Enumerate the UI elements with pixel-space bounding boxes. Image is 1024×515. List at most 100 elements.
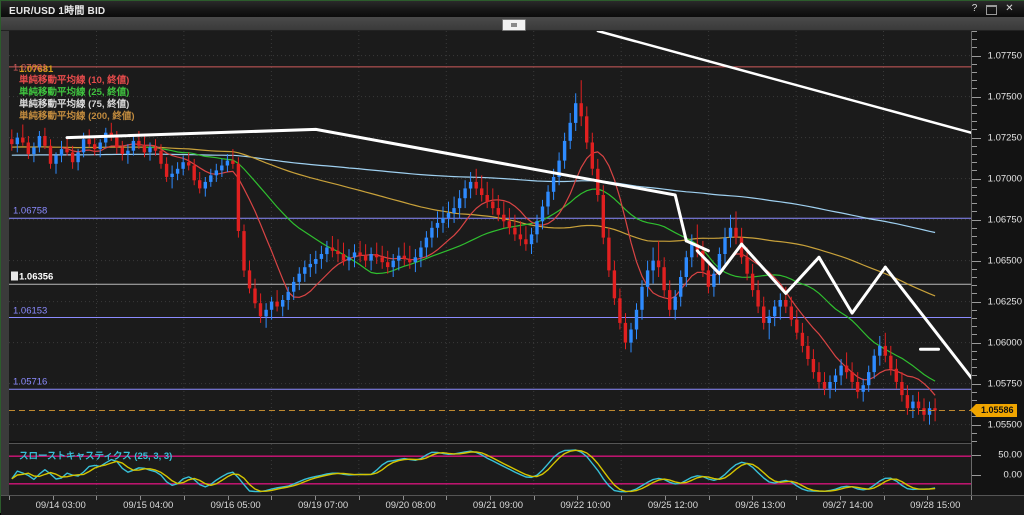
time-axis-tick	[708, 496, 710, 500]
price-axis-minor-tick	[972, 318, 977, 319]
price-axis-minor-tick	[972, 326, 977, 328]
price-axis-minor-tick	[972, 285, 977, 287]
time-axis-tick	[140, 496, 142, 500]
time-axis-tick	[446, 496, 448, 500]
time-axis-label: 09/22 10:00	[560, 500, 611, 511]
time-axis-label: 09/14 03:00	[35, 500, 86, 511]
price-axis-minor-tick	[972, 219, 977, 221]
time-axis-label: 09/21 09:00	[472, 500, 524, 511]
stochastic-axis-tick	[972, 455, 981, 456]
window-title: EUR/USD 1時間 BID	[9, 6, 106, 17]
time-axis-label: 09/16 05:00	[210, 500, 261, 511]
title-bar: EUR/USD 1時間 BID ? ✕	[1, 1, 1024, 17]
price-axis[interactable]: 1.07750 1.07500 1.07250 1.07000 1.06750 1.065…	[970, 31, 1024, 495]
time-axis-label: 09/19 07:00	[297, 500, 349, 511]
restore-glyph	[986, 5, 997, 15]
price-axis-minor-tick	[972, 424, 977, 426]
price-axis-minor-tick	[972, 383, 977, 385]
price-axis-minor-tick	[972, 375, 977, 377]
price-axis-minor-tick	[972, 309, 977, 311]
time-axis-tick	[183, 496, 185, 500]
price-axis-label: 1.06750	[987, 214, 1022, 226]
indicator-legend: 単純移動平均線 (10, 終値) 単純移動平均線 (25, 終値) 単純移動平均…	[19, 75, 135, 123]
time-axis-tick	[883, 496, 885, 500]
price-axis-minor-tick	[972, 178, 977, 180]
price-axis-minor-tick	[972, 416, 977, 418]
time-axis-tick	[490, 496, 491, 500]
horizontal-price-lines	[9, 66, 971, 390]
price-axis-minor-tick	[972, 63, 977, 65]
price-axis-minor-tick	[972, 441, 977, 442]
time-axis-tick	[358, 496, 360, 500]
cursor-price-label: 1.06356	[11, 271, 53, 283]
help-icon[interactable]: ?	[971, 3, 978, 14]
time-axis-label: 09/27 14:00	[822, 500, 873, 511]
trendline-annotations	[65, 31, 971, 380]
price-axis-label: 1.06250	[987, 296, 1022, 308]
price-axis-minor-tick	[972, 88, 977, 90]
time-axis-label: 09/20 08:00	[385, 500, 436, 511]
pane-drag-handle[interactable]	[502, 19, 526, 31]
price-axis-minor-tick	[972, 137, 977, 139]
time-axis-tick	[52, 496, 54, 500]
price-axis-minor-tick	[972, 145, 977, 147]
price-chart-pane[interactable]: 単純移動平均線 (10, 終値) 単純移動平均線 (25, 終値) 単純移動平均…	[9, 31, 971, 441]
legend-item-sma25: 単純移動平均線 (25, 終値)	[19, 87, 130, 98]
stochastic-axis-label: 0.00	[1003, 469, 1023, 481]
price-axis-minor-tick	[972, 342, 977, 344]
high-price-label: 1.07681	[19, 64, 54, 75]
price-axis-minor-tick	[972, 350, 977, 352]
time-axis-tick	[621, 496, 623, 500]
price-axis-minor-tick	[972, 170, 977, 172]
price-level-label-4: 1.05716	[13, 376, 48, 388]
time-axis[interactable]: 09/14 03:00 09/15 04:00 09/16 05:00 09/19 0…	[1, 495, 1024, 515]
price-axis-minor-tick	[972, 39, 977, 41]
price-level-label-0: 1.07681	[13, 62, 48, 74]
time-axis-label: 09/25 12:00	[647, 500, 698, 511]
price-axis-label: 1.07500	[987, 91, 1022, 103]
price-axis-minor-tick	[972, 211, 977, 213]
price-axis-minor-tick	[972, 113, 977, 114]
time-axis-tick	[271, 496, 273, 500]
time-axis-tick	[96, 496, 98, 500]
price-axis-minor-tick	[972, 432, 977, 434]
price-axis-minor-tick	[972, 195, 977, 196]
price-axis-minor-tick	[972, 47, 977, 49]
price-level-label-1: 1.06758	[13, 205, 48, 217]
price-axis-minor-tick	[972, 227, 977, 229]
stochastic-canvas	[9, 444, 971, 496]
time-axis-tick	[927, 496, 929, 500]
price-axis-minor-tick	[972, 31, 977, 32]
restore-icon[interactable]	[985, 3, 998, 15]
price-axis-minor-tick	[972, 154, 977, 155]
close-icon[interactable]: ✕	[1005, 3, 1014, 14]
legend-item-sma75: 単純移動平均線 (75, 終値)	[19, 99, 130, 110]
price-gridlines	[9, 31, 971, 441]
price-axis-label: 1.05500	[987, 419, 1022, 431]
candlestick-series	[10, 80, 937, 425]
price-axis-label: 1.06500	[987, 255, 1022, 267]
price-axis-minor-tick	[972, 391, 977, 393]
price-axis-minor-tick	[972, 359, 977, 360]
price-axis-minor-tick	[972, 268, 977, 270]
price-axis-minor-tick	[972, 400, 977, 401]
price-axis-label: 1.07750	[987, 50, 1022, 62]
price-axis-minor-tick	[972, 301, 977, 303]
time-axis-tick	[577, 496, 579, 500]
price-axis-minor-tick	[972, 260, 977, 262]
price-axis-label: 1.07250	[987, 132, 1022, 144]
price-axis-minor-tick	[972, 334, 977, 336]
price-axis-minor-tick	[972, 186, 977, 188]
price-axis-minor-tick	[972, 244, 977, 246]
stochastic-pane[interactable]: スローストキャスティクス (25, 3, 3)	[9, 443, 971, 496]
time-axis-label: 09/15 04:00	[123, 500, 174, 511]
price-axis-minor-tick	[972, 236, 977, 237]
time-axis-label: 09/28 15:00	[910, 500, 961, 511]
price-axis-minor-tick	[972, 80, 977, 82]
time-axis-tick	[9, 496, 10, 500]
current-price-badge: 1.05586	[970, 403, 1017, 417]
price-axis-minor-tick	[972, 72, 977, 73]
time-axis-tick	[971, 496, 972, 500]
price-axis-minor-tick	[972, 121, 977, 123]
